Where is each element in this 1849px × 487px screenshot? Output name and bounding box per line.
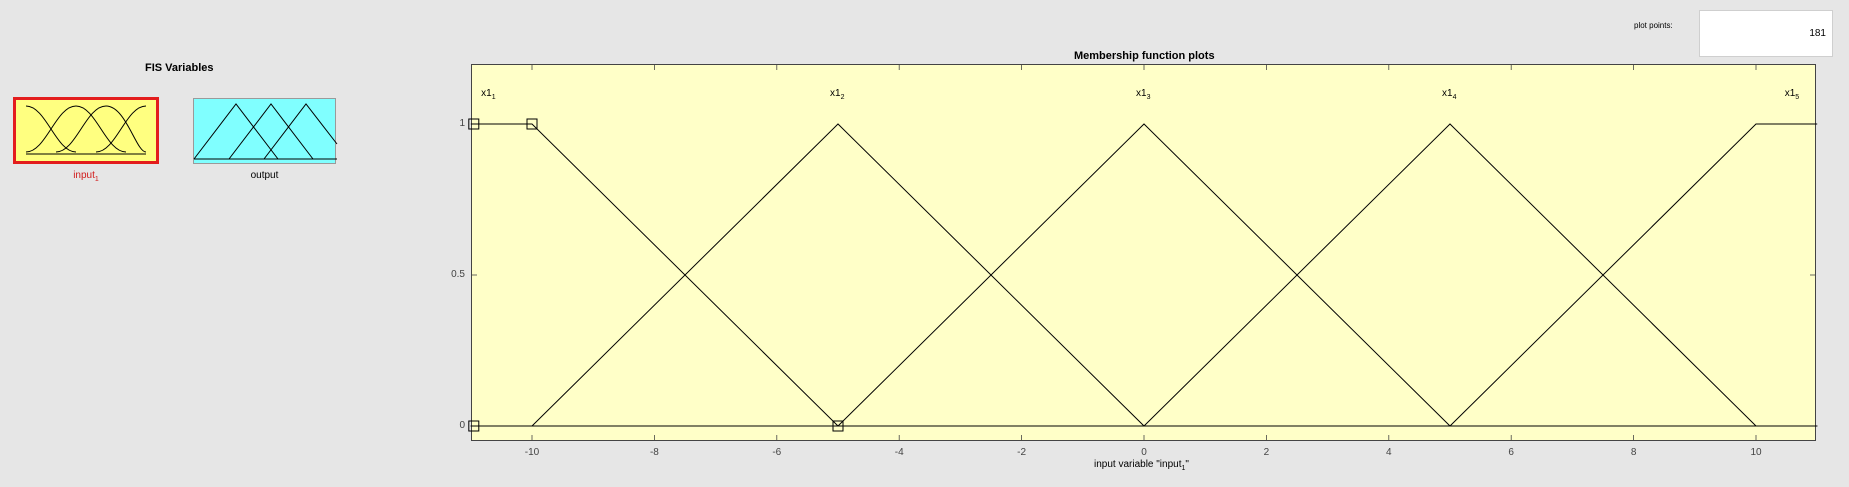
mf-drag-handle[interactable] [468, 118, 480, 130]
output-mf-thumbnail [193, 103, 338, 160]
x-tick-label: 6 [1508, 447, 1514, 458]
x-tick-label: -8 [649, 447, 659, 458]
mf-line-x1_1[interactable] [470, 123, 1818, 427]
x-tick-label: -6 [772, 447, 782, 458]
mf-label-x1-4[interactable]: x14 [1442, 88, 1457, 101]
y-tick-label: 0.5 [451, 269, 465, 280]
plot-points-input[interactable]: 181 [1699, 10, 1833, 57]
mf-line-x1_3[interactable] [470, 123, 1818, 427]
y-tick-label: 1 [459, 118, 465, 129]
x-tick-label: -10 [524, 447, 540, 458]
x-tick-label: 2 [1263, 447, 1270, 458]
x-tick-label: 8 [1630, 447, 1637, 458]
mf-line-x1_5[interactable] [470, 123, 1818, 427]
mf-label-x1-3[interactable]: x13 [1136, 88, 1151, 101]
mf-line-x1_4[interactable] [470, 123, 1818, 427]
x-tick-label: -4 [894, 447, 904, 458]
output-variable-label[interactable]: output [250, 170, 279, 181]
input-variable-label[interactable]: input1 [73, 170, 99, 183]
x-axis-label: input variable "input1" [1094, 459, 1189, 472]
input-variable-box[interactable] [13, 97, 159, 164]
membership-plot-axes[interactable] [471, 64, 1816, 441]
mf-drag-handle[interactable] [468, 420, 480, 432]
mf-label-x1-5[interactable]: x15 [1784, 88, 1800, 101]
x-tick-label: 10 [1750, 447, 1762, 458]
output-variable-box[interactable] [193, 98, 338, 164]
y-tick-label: 0 [459, 420, 465, 431]
mf-drag-handle[interactable] [526, 118, 538, 130]
mf-label-x1-1[interactable]: x11 [481, 88, 496, 101]
plot-title: Membership function plots [1074, 50, 1215, 62]
mf-label-x1-2[interactable]: x12 [830, 88, 845, 101]
fis-variables-title: FIS Variables [145, 62, 214, 74]
x-tick-label: 0 [1141, 447, 1147, 458]
mf-line-x1_2[interactable] [470, 123, 1818, 427]
x-tick-label: 4 [1386, 447, 1392, 458]
x-tick-label: -2 [1017, 447, 1027, 458]
plot-points-label: plot points: [1634, 21, 1673, 30]
mf-drag-handle[interactable] [832, 420, 844, 432]
input-mf-thumbnail [25, 105, 147, 155]
